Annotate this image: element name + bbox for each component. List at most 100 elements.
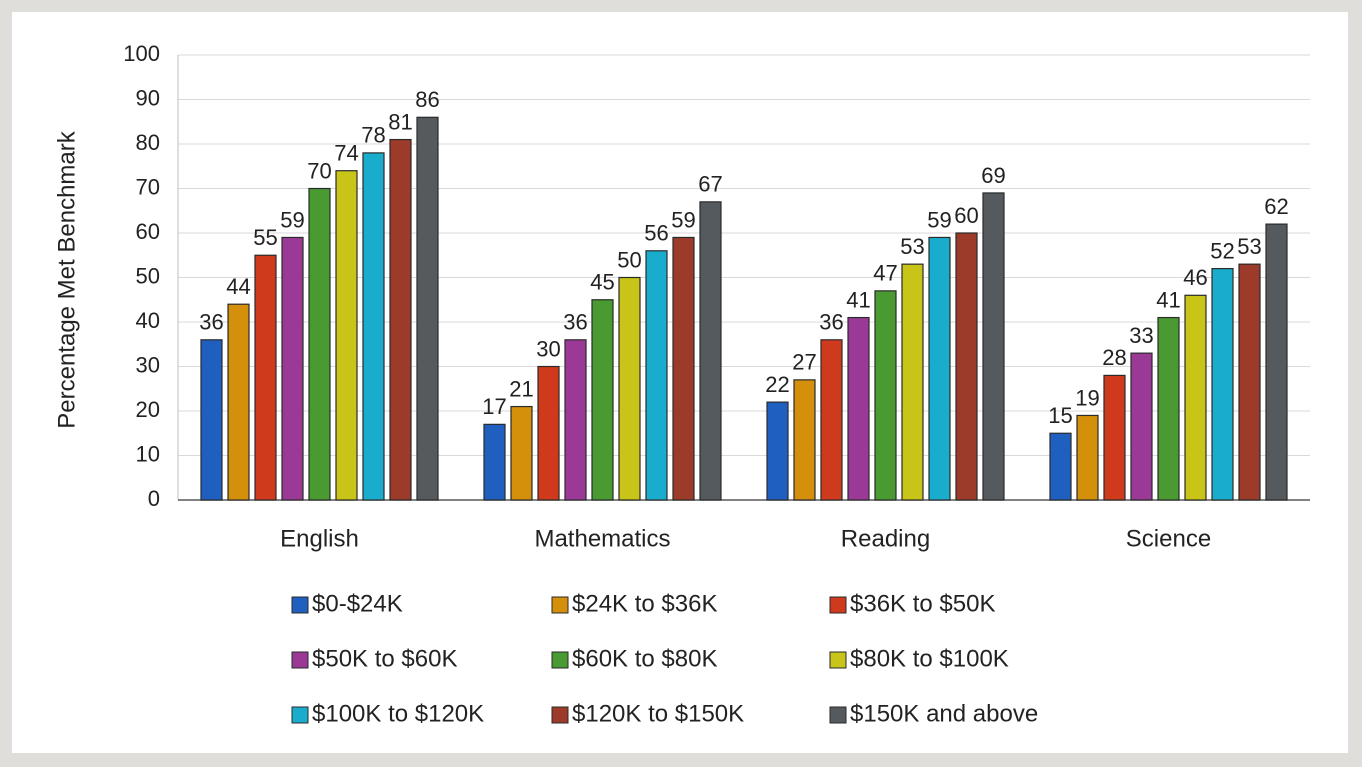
bar <box>1184 294 1207 501</box>
data-label: 53 <box>1237 234 1261 259</box>
y-tick-label: 100 <box>123 41 160 66</box>
bar <box>672 236 695 501</box>
data-label: 21 <box>509 376 533 401</box>
bar <box>820 339 843 501</box>
bar <box>1157 316 1180 501</box>
x-tick-label: Science <box>1126 525 1211 552</box>
y-tick-label: 30 <box>136 352 160 377</box>
legend-label: $60K to $80K <box>572 645 717 672</box>
data-label: 19 <box>1075 385 1099 410</box>
bar <box>793 379 816 501</box>
bar <box>200 339 223 501</box>
bar <box>308 187 331 501</box>
data-label: 50 <box>617 247 641 272</box>
legend-swatch <box>291 706 309 724</box>
data-label: 36 <box>819 310 843 335</box>
data-label: 22 <box>765 372 789 397</box>
bar <box>955 232 978 501</box>
x-tick-label: Mathematics <box>534 525 670 552</box>
bar <box>483 423 506 501</box>
data-label: 53 <box>900 234 924 259</box>
bar <box>847 316 870 501</box>
data-label: 36 <box>563 310 587 335</box>
data-label: 55 <box>253 225 277 250</box>
data-label: 59 <box>280 207 304 232</box>
data-label: 15 <box>1048 403 1072 428</box>
data-label: 81 <box>388 109 412 134</box>
data-label: 27 <box>792 350 816 375</box>
bar <box>254 254 277 501</box>
bar <box>591 299 614 501</box>
bar <box>281 236 304 501</box>
bar <box>982 192 1005 501</box>
bar <box>537 365 560 501</box>
legend-label: $50K to $60K <box>312 645 457 672</box>
data-label: 28 <box>1102 345 1126 370</box>
bar <box>1265 223 1288 501</box>
data-label: 41 <box>1156 287 1180 312</box>
bar <box>928 236 951 501</box>
bar <box>362 152 385 501</box>
data-label: 45 <box>590 270 614 295</box>
data-label: 30 <box>536 336 560 361</box>
data-label: 59 <box>927 207 951 232</box>
y-tick-label: 80 <box>136 130 160 155</box>
legend-swatch <box>291 651 309 669</box>
y-tick-label: 60 <box>136 219 160 244</box>
data-label: 67 <box>698 172 722 197</box>
bar <box>1211 268 1234 501</box>
chart: Percentage Met Benchmark 0 10 20 30 40 50 60 70… <box>12 12 1348 753</box>
bar <box>699 201 722 501</box>
y-tick-label: 40 <box>136 308 160 333</box>
legend-label: $100K to $120K <box>312 700 484 727</box>
bar <box>1238 263 1261 501</box>
legend-swatch <box>551 706 569 724</box>
bar <box>227 303 250 501</box>
x-tick-label: English <box>280 525 359 552</box>
y-tick-label: 0 <box>148 486 160 511</box>
x-tick-label: Reading <box>841 525 930 552</box>
data-label: 33 <box>1129 323 1153 348</box>
y-tick-label: 70 <box>136 174 160 199</box>
legend-swatch <box>551 596 569 614</box>
bar <box>510 405 533 501</box>
data-label: 56 <box>644 221 668 246</box>
bar <box>564 339 587 501</box>
legend-label: $120K to $150K <box>572 700 744 727</box>
data-label: 62 <box>1264 194 1288 219</box>
bar <box>416 116 439 501</box>
legend-label: $150K and above <box>850 700 1038 727</box>
legend-swatch <box>829 596 847 614</box>
legend-swatch <box>829 706 847 724</box>
legend-label: $0-$24K <box>312 590 403 617</box>
bar <box>389 138 412 501</box>
data-label: 47 <box>873 261 897 286</box>
y-axis-label: Percentage Met Benchmark <box>53 130 80 428</box>
data-label: 59 <box>671 207 695 232</box>
data-label: 86 <box>415 87 439 112</box>
bar <box>1130 352 1153 501</box>
legend-label: $36K to $50K <box>850 590 995 617</box>
data-label: 60 <box>954 203 978 228</box>
data-label: 52 <box>1210 238 1234 263</box>
legend-swatch <box>291 596 309 614</box>
bar <box>1076 414 1099 501</box>
y-tick-label: 50 <box>136 263 160 288</box>
data-label: 41 <box>846 287 870 312</box>
data-label: 36 <box>199 310 223 335</box>
legend-label: $80K to $100K <box>850 645 1009 672</box>
y-tick-label: 20 <box>136 397 160 422</box>
data-label: 46 <box>1183 265 1207 290</box>
data-label: 74 <box>334 141 358 166</box>
bar <box>618 276 641 501</box>
bar <box>1049 432 1072 501</box>
bar <box>874 290 897 501</box>
y-tick-label: 90 <box>136 85 160 110</box>
data-label: 78 <box>361 123 385 148</box>
data-label: 69 <box>981 163 1005 188</box>
bar <box>766 401 789 501</box>
legend-swatch <box>551 651 569 669</box>
bar <box>901 263 924 501</box>
data-label: 44 <box>226 274 250 299</box>
